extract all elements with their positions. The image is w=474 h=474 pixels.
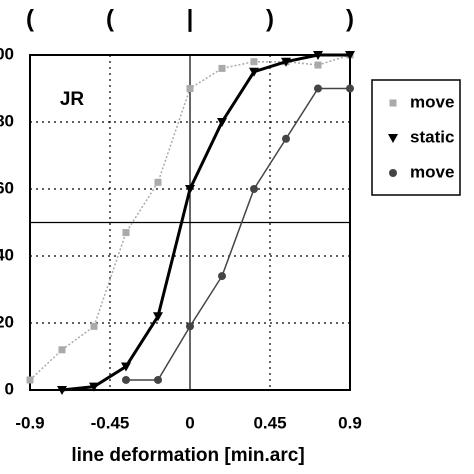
data-point xyxy=(90,322,98,330)
x-tick-label: 0 xyxy=(185,413,194,432)
legend-marker xyxy=(389,169,397,177)
data-point xyxy=(57,386,67,395)
top-mark: | xyxy=(187,5,194,32)
plot-frame xyxy=(29,54,351,391)
top-mark: ) xyxy=(266,5,274,32)
series-line xyxy=(126,87,350,381)
top-mark: ( xyxy=(106,5,114,32)
x-tick-label: 0.9 xyxy=(338,413,362,432)
data-point xyxy=(122,229,130,237)
data-point xyxy=(314,84,322,93)
data-point xyxy=(154,178,162,186)
y-tick-label: 20 xyxy=(0,312,14,331)
data-point xyxy=(89,382,99,392)
data-point xyxy=(218,64,226,72)
data-point xyxy=(154,375,162,384)
data-point xyxy=(249,67,259,77)
legend-box xyxy=(371,79,461,196)
legend-label: move xyxy=(410,92,454,111)
legend-label: move xyxy=(410,162,454,181)
data-point xyxy=(281,57,291,67)
data-point xyxy=(346,84,354,93)
data-point xyxy=(186,85,194,92)
data-point xyxy=(218,272,226,281)
data-point xyxy=(314,61,322,69)
x-tick-label: 0.45 xyxy=(253,413,286,432)
y-tick-label: 100 xyxy=(0,44,14,63)
legend-marker xyxy=(388,134,398,143)
top-mark: ) xyxy=(346,5,354,32)
data-point xyxy=(217,118,227,127)
series-line xyxy=(61,53,350,392)
data-point xyxy=(185,185,195,194)
legend-label: static xyxy=(410,127,454,146)
chart-title: JR xyxy=(60,89,85,110)
data-point xyxy=(345,51,355,60)
data-point xyxy=(122,375,130,384)
data-point xyxy=(282,134,290,143)
data-point xyxy=(250,58,258,66)
top-mark: ( xyxy=(26,5,34,32)
y-tick-label: 60 xyxy=(0,178,14,197)
data-point xyxy=(26,376,34,384)
data-point xyxy=(58,346,66,354)
data-point xyxy=(313,51,323,60)
data-point xyxy=(186,322,194,331)
y-tick-label: 0 xyxy=(5,379,14,398)
data-point xyxy=(121,362,131,372)
legend-marker xyxy=(389,99,397,107)
data-point xyxy=(153,312,163,322)
y-tick-label: 80 xyxy=(0,111,14,130)
data-point xyxy=(250,185,258,193)
x-tick-label: -0.9 xyxy=(15,413,44,432)
x-tick-label: -0.45 xyxy=(91,413,130,432)
x-axis-label: line deformation [min.arc] xyxy=(71,445,304,466)
y-tick-label: 40 xyxy=(0,245,14,264)
